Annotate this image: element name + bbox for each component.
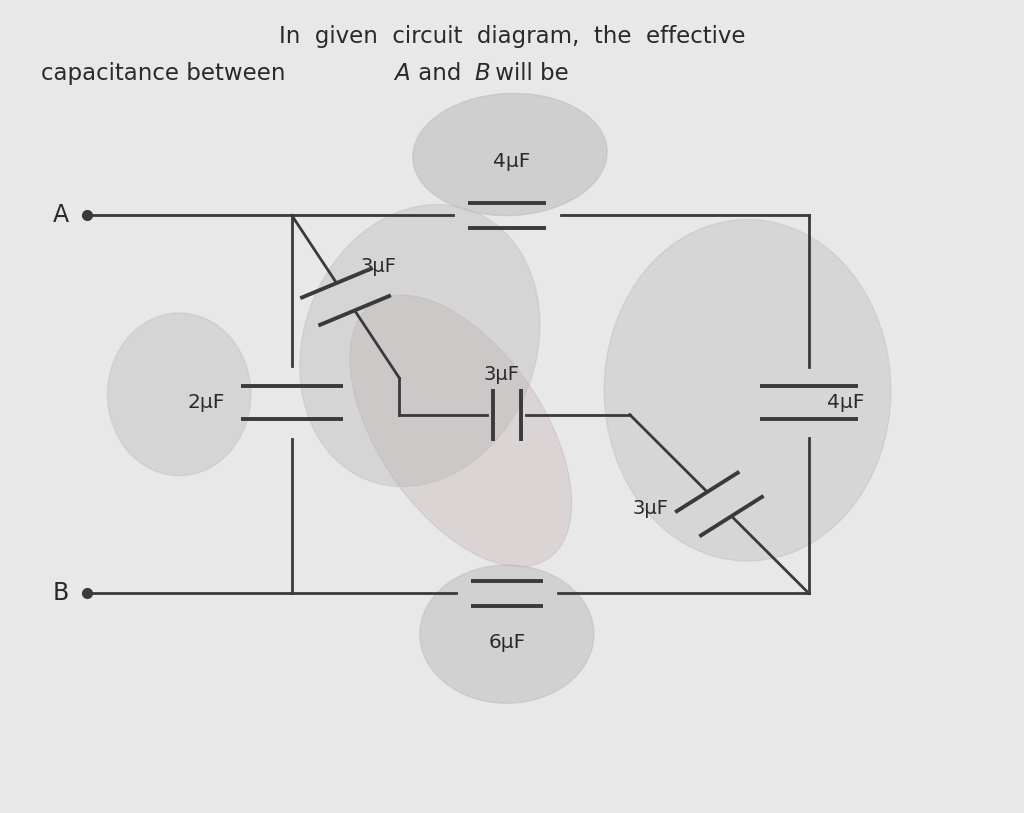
Text: 4μF: 4μF — [827, 393, 864, 412]
Ellipse shape — [300, 205, 540, 486]
Text: B: B — [474, 62, 489, 85]
Text: capacitance between: capacitance between — [41, 62, 293, 85]
Text: 4μF: 4μF — [494, 152, 530, 171]
Text: A: A — [394, 62, 410, 85]
Text: 3μF: 3μF — [361, 258, 397, 276]
Text: In  given  circuit  diagram,  the  effective: In given circuit diagram, the effective — [279, 25, 745, 48]
Text: 3μF: 3μF — [483, 365, 520, 384]
Text: will be: will be — [488, 62, 569, 85]
Ellipse shape — [350, 295, 571, 567]
Text: 3μF: 3μF — [633, 498, 669, 518]
Text: B: B — [52, 581, 69, 606]
Text: A: A — [52, 203, 69, 228]
Text: 2μF: 2μF — [188, 393, 225, 412]
Text: and: and — [411, 62, 468, 85]
Ellipse shape — [413, 93, 607, 215]
Text: 6μF: 6μF — [488, 633, 525, 651]
Ellipse shape — [108, 313, 251, 476]
Ellipse shape — [420, 565, 594, 703]
Ellipse shape — [604, 220, 891, 561]
